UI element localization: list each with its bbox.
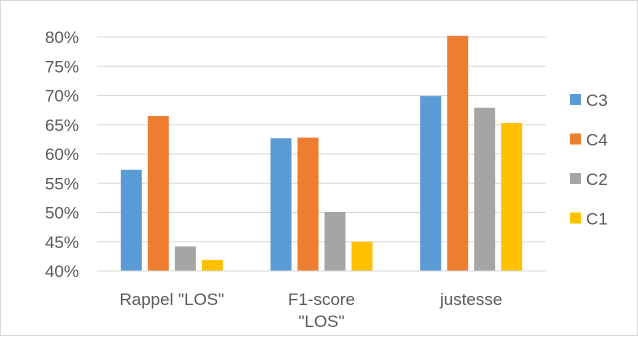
y-tick-label: 70% [45,87,79,106]
y-tick-label: 80% [45,28,79,47]
y-tick-label: 60% [45,145,79,164]
y-tick-label: 45% [45,233,79,252]
y-tick-label: 55% [45,174,79,193]
y-tick-label: 65% [45,116,79,135]
bar-c4-2 [297,137,319,271]
y-axis-ticks: 40% 45% 50% 55% 60% 65% 70% 75% 80% [45,28,79,281]
legend-label-c1: C1 [586,210,608,229]
legend-label-c2: C2 [586,170,608,189]
bar-c4-3 [447,35,469,271]
legend: C3 C4 C2 C1 [570,91,608,229]
y-tick-label: 50% [45,204,79,223]
x-category-label: justesse [439,290,502,309]
legend-label-c4: C4 [586,131,608,150]
gridlines [97,36,546,243]
bars [120,35,523,272]
bar-c3-2 [270,138,292,271]
legend-swatch-c2 [570,173,581,184]
chart-canvas: 40% 45% 50% 55% 60% 65% 70% 75% 80% Rappel "LOS"… [45,28,608,331]
y-tick-label: 75% [45,57,79,76]
bar-c2-2 [324,211,346,271]
x-category-label: F1-score "LOS" [288,290,355,331]
bar-c1-3 [501,122,523,272]
legend-swatch-c1 [570,212,581,224]
legend-swatch-c4 [570,133,581,145]
x-category-label: Rappel "LOS" [119,290,224,309]
bar-c4-1 [147,115,169,271]
bar-c1-2 [351,241,373,271]
bar-c2-1 [174,246,196,271]
bar-c3-3 [420,96,442,272]
legend-label-c3: C3 [586,91,608,110]
legend-swatch-c3 [570,94,581,105]
bar-c1-1 [201,259,223,271]
x-axis-labels: Rappel "LOS" F1-score "LOS" justesse [119,290,502,331]
y-tick-label: 40% [45,262,79,281]
bar-c2-3 [474,107,496,271]
bar-c3-1 [120,169,142,271]
